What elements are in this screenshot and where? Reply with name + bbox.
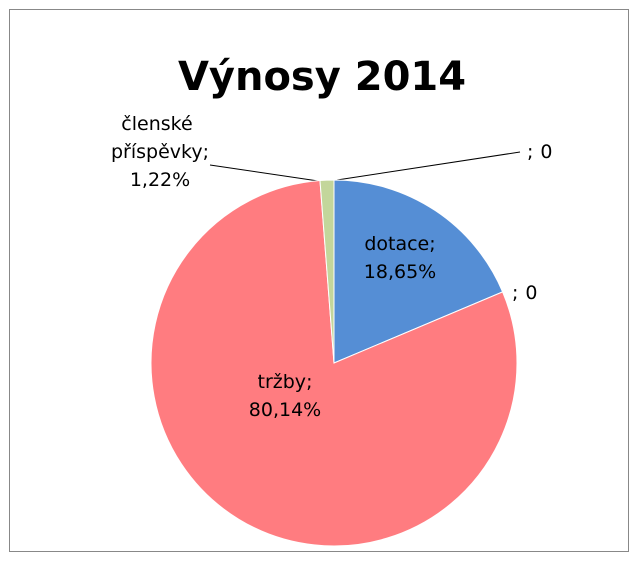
label-separator: ; — [429, 233, 435, 255]
pie-slice — [150, 179, 518, 547]
leader-line — [336, 151, 521, 181]
data-label: ; 0 — [512, 282, 538, 304]
value-label: 1,22% — [130, 169, 190, 191]
pie-slice — [333, 179, 504, 364]
value-label: 0 — [525, 282, 537, 304]
category-word: dotace — [364, 233, 429, 255]
category-label: tržby — [258, 371, 307, 393]
category-word: příspěvky — [111, 141, 203, 163]
data-label: ; 0 — [527, 141, 553, 163]
value-label: 0 — [540, 141, 552, 163]
label-separator: ; — [527, 141, 533, 163]
label-separator: ; — [512, 282, 518, 304]
pie-slice — [319, 179, 335, 364]
category-word: členské — [121, 113, 198, 135]
label-separator: ; — [203, 141, 209, 163]
value-label: 80,14% — [249, 399, 321, 421]
data-label: členské příspěvky; 1,22% — [111, 113, 209, 191]
value-label: 18,65% — [364, 261, 436, 283]
data-label: tržby; 80,14% — [249, 371, 321, 421]
label-separator: ; — [306, 371, 312, 393]
data-label: dotace; 18,65% — [364, 233, 436, 283]
leader-line — [209, 164, 326, 183]
category-word: tržby — [258, 371, 307, 393]
category-label: členské příspěvky — [111, 113, 203, 163]
category-label: dotace — [364, 233, 429, 255]
chart-title: Výnosy 2014 — [178, 54, 466, 100]
